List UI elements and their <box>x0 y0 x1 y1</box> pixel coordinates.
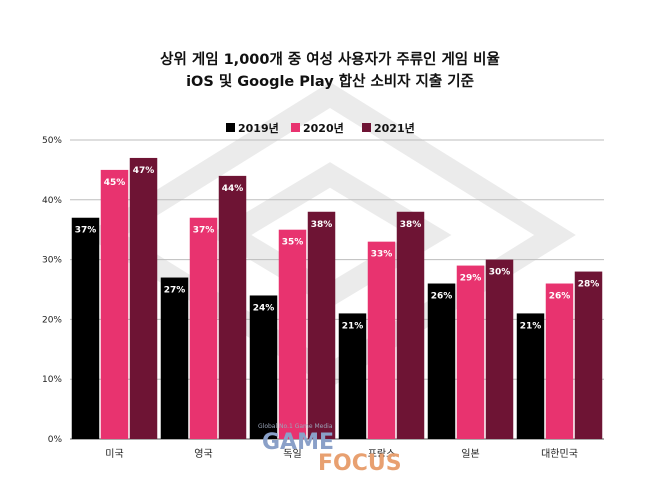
x-tick-label: 영국 <box>194 448 212 460</box>
legend-swatch <box>226 123 235 132</box>
bar <box>516 313 545 439</box>
bar <box>307 211 336 439</box>
gridlines <box>70 139 604 440</box>
bar <box>396 211 425 439</box>
watermark-brand-focus: FOCUS <box>318 451 402 476</box>
legend-label: 2021년 <box>374 121 415 135</box>
x-tick-label: 일본 <box>461 448 479 460</box>
bar <box>485 259 514 439</box>
chart-title: 상위 게임 1,000개 중 여성 사용자가 주류인 게임 비율 <box>160 50 500 68</box>
data-label: 38% <box>400 220 422 230</box>
legend: 2019년 2020년 2021년 <box>226 121 415 135</box>
data-label: 21% <box>520 321 542 331</box>
data-label: 38% <box>311 220 333 230</box>
bar <box>427 283 456 439</box>
data-label: 21% <box>342 321 364 331</box>
data-label: 29% <box>460 274 482 284</box>
bar <box>189 217 218 439</box>
x-tick-label: 대한민국 <box>541 448 578 460</box>
y-tick-label: 40% <box>42 196 62 206</box>
data-label: 28% <box>578 280 600 290</box>
x-tick-label: 프랑스 <box>368 448 396 460</box>
x-axis: 미국 영국 독일 프랑스 일본 대한민국 <box>105 448 578 460</box>
legend-swatch <box>291 123 300 132</box>
y-axis: 0% 10% 20% 30% 40% 50% <box>42 136 62 445</box>
bar <box>100 169 129 439</box>
data-label: 33% <box>371 250 393 260</box>
bar <box>338 313 367 439</box>
bar <box>456 265 485 439</box>
data-label: 45% <box>104 178 126 188</box>
y-tick-label: 10% <box>42 375 62 385</box>
x-tick-label: 미국 <box>105 448 123 460</box>
bar <box>278 229 307 439</box>
watermark-brand-game: GAME <box>262 430 334 455</box>
bar <box>574 271 603 439</box>
data-label: 24% <box>253 303 275 313</box>
data-label: 44% <box>222 184 244 194</box>
watermark-logo: Global No.1 Game Media GAME FOCUS <box>258 423 402 476</box>
data-label: 26% <box>549 292 571 302</box>
watermark-tagline: Global No.1 Game Media <box>258 423 333 430</box>
bar <box>218 175 247 439</box>
x-tick-label: 독일 <box>283 448 301 460</box>
bar <box>71 217 100 439</box>
chart-subtitle: iOS 및 Google Play 합산 소비자 지출 기준 <box>186 72 474 90</box>
bar <box>160 277 189 439</box>
data-label: 30% <box>489 268 511 278</box>
data-label: 47% <box>133 166 155 176</box>
bar <box>249 295 278 439</box>
bar <box>545 283 574 439</box>
bars: 37% 45% 47% 27% 37% 44% 24% 35% 38% 21% 33% 38% 26% 2… <box>71 157 603 439</box>
data-label: 37% <box>193 226 215 236</box>
legend-label: 2020년 <box>303 121 344 135</box>
y-tick-label: 30% <box>42 256 62 266</box>
data-label: 27% <box>164 286 186 296</box>
legend-label: 2019년 <box>238 121 279 135</box>
data-label: 26% <box>431 292 453 302</box>
data-label: 37% <box>75 226 97 236</box>
y-tick-label: 50% <box>42 136 62 146</box>
y-tick-label: 0% <box>48 435 63 445</box>
bar <box>129 157 158 439</box>
legend-swatch <box>362 123 371 132</box>
y-tick-label: 20% <box>42 315 62 325</box>
bar <box>367 241 396 439</box>
data-label: 35% <box>282 238 304 248</box>
